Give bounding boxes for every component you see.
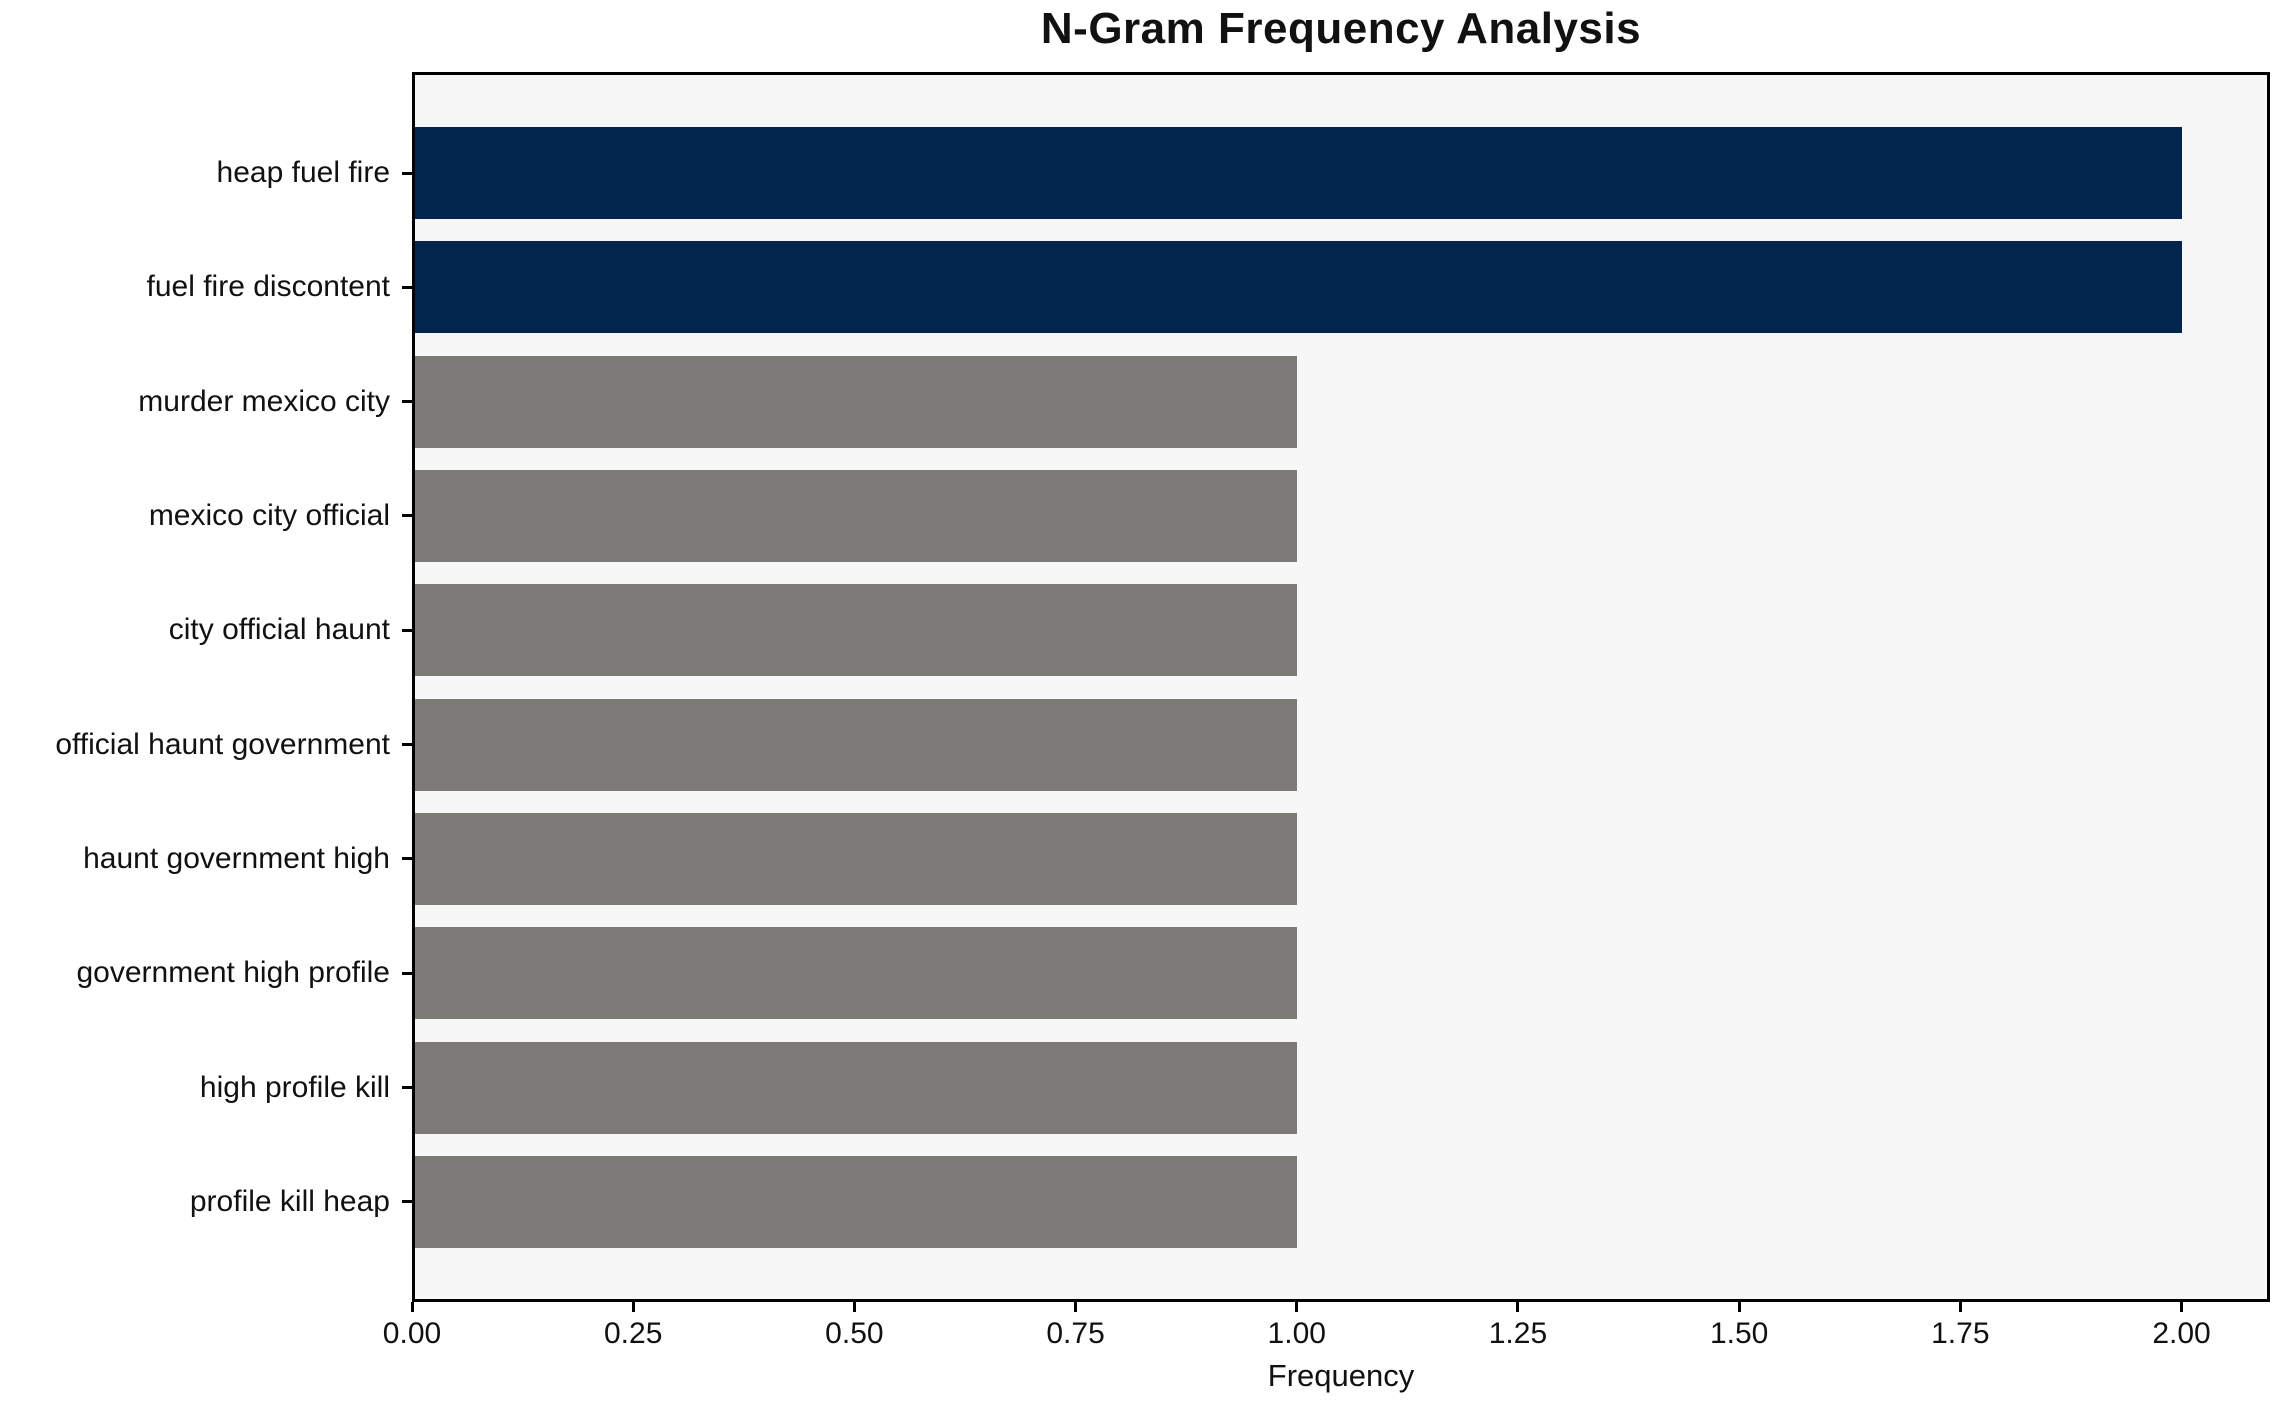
- y-tick-label: city official haunt: [168, 613, 390, 647]
- x-tick-mark: [410, 1302, 414, 1312]
- bar-mexico-city-official: [415, 469, 1297, 562]
- y-tick-mark: [402, 628, 412, 632]
- x-tick-mark: [1516, 1302, 1520, 1312]
- y-tick-mark: [402, 1200, 412, 1204]
- bar-heap-fuel-fire: [415, 127, 2182, 219]
- y-tick-label: haunt government high: [83, 841, 390, 875]
- x-tick-label: 0.75: [1046, 1317, 1105, 1350]
- x-tick-mark: [631, 1302, 635, 1312]
- y-tick-mark: [402, 743, 412, 747]
- bar-government-high-profile: [415, 927, 1297, 1020]
- x-tick-mark: [1295, 1302, 1299, 1312]
- x-tick-label: 2.00: [2152, 1317, 2211, 1350]
- x-tick-label: 0.50: [825, 1317, 884, 1350]
- y-tick-mark: [402, 171, 412, 175]
- y-tick-label: government high profile: [76, 956, 390, 990]
- y-tick-label: high profile kill: [199, 1070, 390, 1104]
- x-tick-label: 1.50: [1709, 1317, 1769, 1350]
- x-tick-mark: [1958, 1302, 1962, 1312]
- y-tick-mark: [402, 857, 412, 861]
- y-tick-label: fuel fire discontent: [146, 270, 390, 304]
- x-tick-mark: [1737, 1302, 1741, 1312]
- y-tick-mark: [402, 1086, 412, 1090]
- x-tick-mark: [1074, 1302, 1078, 1312]
- y-tick-label: mexico city official: [148, 498, 390, 532]
- bar-fuel-fire-discontent: [415, 241, 2182, 334]
- y-tick-mark: [402, 971, 412, 975]
- y-tick-mark: [402, 514, 412, 518]
- plot-area: [412, 72, 2270, 1302]
- bar-city-official-haunt: [415, 584, 1297, 677]
- chart-title: N-Gram Frequency Analysis: [1040, 4, 1642, 53]
- bar-murder-mexico-city: [415, 355, 1297, 448]
- y-tick-label: official haunt government: [55, 727, 390, 761]
- x-axis-label: Frequency: [1267, 1358, 1415, 1393]
- x-tick-label: 1.75: [1931, 1317, 1990, 1350]
- x-tick-mark: [852, 1302, 856, 1312]
- x-tick-label: 1.25: [1488, 1317, 1548, 1350]
- y-tick-mark: [402, 400, 412, 404]
- bar-profile-kill-heap: [415, 1155, 1297, 1248]
- x-tick-label: 0.25: [603, 1317, 663, 1350]
- x-tick-label: 0.00: [382, 1317, 442, 1350]
- x-tick-label: 1.00: [1267, 1317, 1326, 1350]
- y-tick-label: murder mexico city: [138, 384, 390, 418]
- y-tick-mark: [402, 285, 412, 289]
- y-tick-label: profile kill heap: [189, 1184, 390, 1218]
- bar-haunt-government-high: [415, 812, 1297, 905]
- bar-high-profile-kill: [415, 1041, 1297, 1134]
- bar-official-haunt-government: [415, 698, 1297, 791]
- x-tick-mark: [2180, 1302, 2184, 1312]
- y-tick-label: heap fuel fire: [216, 156, 390, 189]
